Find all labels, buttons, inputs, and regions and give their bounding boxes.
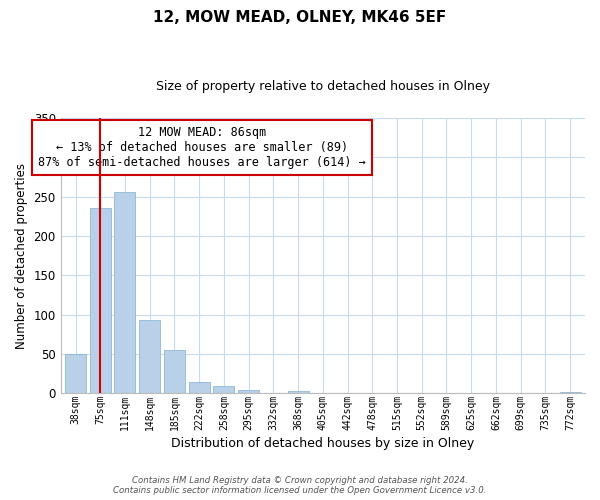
X-axis label: Distribution of detached houses by size in Olney: Distribution of detached houses by size … — [171, 437, 475, 450]
Bar — [238, 390, 259, 394]
Text: 12, MOW MEAD, OLNEY, MK46 5EF: 12, MOW MEAD, OLNEY, MK46 5EF — [154, 10, 446, 25]
Title: Size of property relative to detached houses in Olney: Size of property relative to detached ho… — [156, 80, 490, 93]
Y-axis label: Number of detached properties: Number of detached properties — [15, 162, 28, 348]
Text: 12 MOW MEAD: 86sqm
← 13% of detached houses are smaller (89)
87% of semi-detache: 12 MOW MEAD: 86sqm ← 13% of detached hou… — [38, 126, 366, 169]
Bar — [164, 350, 185, 394]
Bar — [65, 354, 86, 394]
Bar — [90, 208, 111, 394]
Bar — [287, 391, 308, 394]
Bar — [214, 386, 235, 394]
Bar — [188, 382, 209, 394]
Bar — [115, 192, 136, 394]
Bar — [139, 320, 160, 394]
Bar — [560, 392, 581, 394]
Text: Contains HM Land Registry data © Crown copyright and database right 2024.
Contai: Contains HM Land Registry data © Crown c… — [113, 476, 487, 495]
